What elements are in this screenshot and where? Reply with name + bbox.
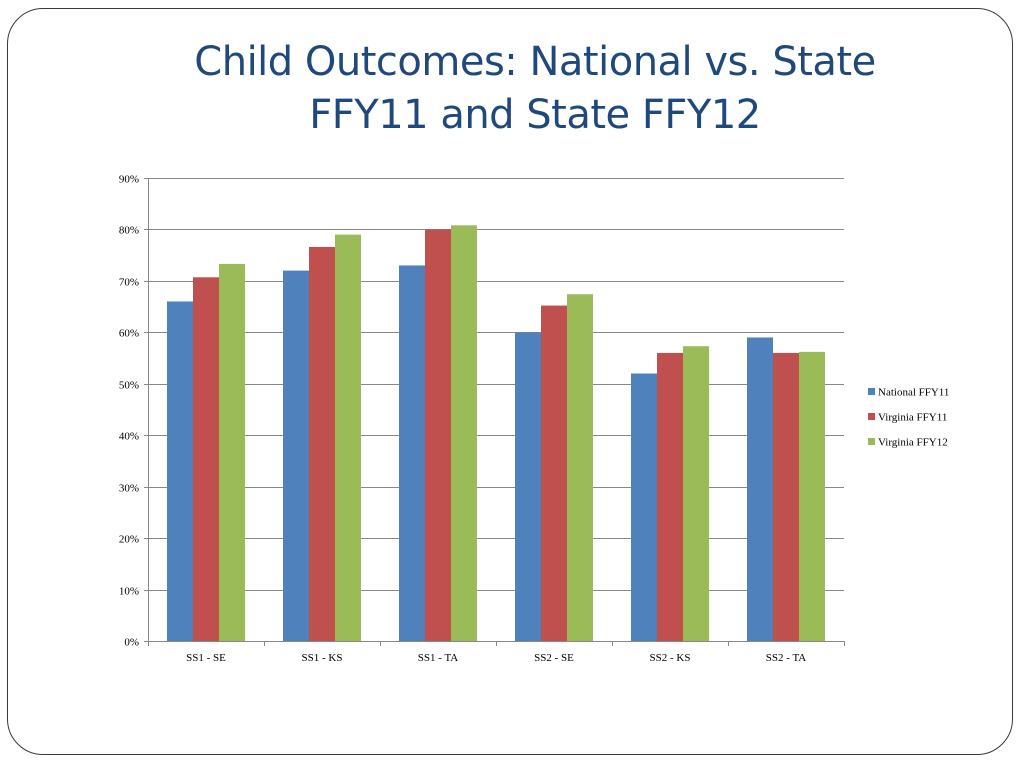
slide-title-line-2: FFY11 and State FFY12 — [309, 92, 761, 138]
axes — [144, 178, 845, 646]
y-tick-label: 70% — [119, 277, 139, 289]
y-tick-label: 60% — [119, 328, 139, 340]
legend-swatch — [868, 388, 875, 395]
x-tick-label: SS2 - KS — [650, 652, 691, 664]
y-tick-label: 80% — [119, 225, 139, 237]
x-tick-label: SS1 - KS — [302, 652, 343, 664]
y-tick-label: 0% — [124, 637, 139, 649]
x-tick-label: SS2 - SE — [534, 652, 574, 664]
x-tick-label: SS2 - TA — [766, 652, 807, 664]
bar — [541, 305, 567, 641]
x-axis-tick-labels: SS1 - SE SS1 - KS SS1 - TA SS2 - SE SS2 - KS… — [186, 652, 806, 664]
y-tick-label: 30% — [119, 483, 139, 495]
bar — [683, 346, 709, 641]
slide-title: Child Outcomes: National vs. State FFY11… — [100, 36, 970, 142]
bars — [167, 225, 825, 642]
bar — [335, 234, 361, 642]
y-tick-label: 20% — [119, 534, 139, 546]
bar — [631, 373, 657, 641]
bar — [773, 352, 799, 641]
y-axis-tick-labels: 0% 10% 20% 30% 40% 50% 60% 70% 80% 90% — [119, 174, 139, 649]
bar — [747, 337, 773, 641]
slide-title-line-1: Child Outcomes: National vs. State — [194, 39, 876, 85]
x-tick-label: SS1 - SE — [186, 652, 226, 664]
bar — [567, 294, 593, 641]
bar — [283, 270, 309, 641]
y-tick-label: 40% — [119, 431, 139, 443]
legend-label: Virginia FFY11 — [878, 412, 947, 424]
bar — [193, 277, 219, 641]
legend: National FFY11 Virginia FFY11 Virginia FFY… — [868, 387, 949, 449]
bar — [451, 225, 477, 641]
y-tick-label: 50% — [119, 380, 139, 392]
bar — [309, 246, 335, 642]
y-tick-label: 90% — [119, 174, 139, 186]
bar — [167, 301, 193, 641]
bar — [799, 351, 825, 641]
legend-swatch — [868, 438, 875, 445]
legend-label: National FFY11 — [878, 387, 949, 399]
legend-swatch — [868, 413, 875, 420]
bar — [399, 265, 425, 641]
x-tick-label: SS1 - TA — [418, 652, 459, 664]
legend-label: Virginia FFY12 — [878, 437, 948, 449]
bar — [657, 352, 683, 641]
y-tick-label: 10% — [119, 586, 139, 598]
bar — [425, 229, 451, 641]
bar — [515, 332, 541, 641]
gridlines — [148, 178, 844, 591]
bar — [219, 263, 245, 641]
